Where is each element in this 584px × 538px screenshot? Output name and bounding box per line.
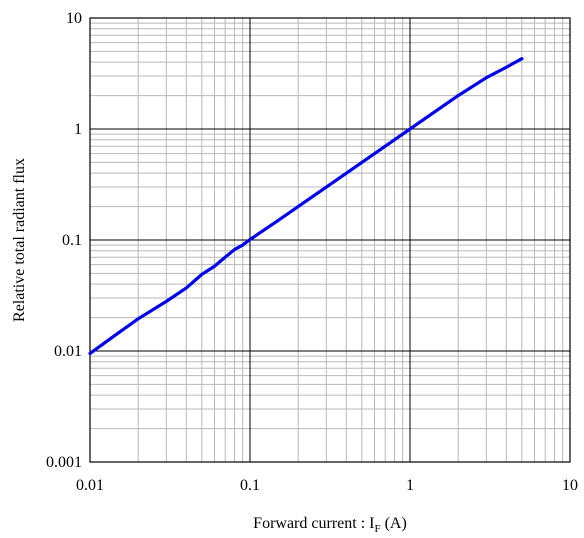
x-tick-labels: 0.01 0.1 1 10 — [76, 477, 578, 494]
plot-frame — [89, 17, 571, 463]
y-tick-label: 10 — [66, 10, 82, 27]
series-line — [88, 57, 524, 356]
y-tick-labels: 0.001 0.01 0.1 1 10 — [46, 10, 82, 471]
x-axis-title-subscript: F — [374, 523, 380, 535]
y-tick-label: 0.1 — [62, 232, 82, 249]
x-tick-label: 10 — [562, 477, 578, 494]
x-axis-title-main: Forward current : I — [253, 515, 374, 532]
x-axis-title: Forward current : IF (A) — [253, 515, 407, 535]
y-axis-title: Relative total radiant flux — [11, 158, 28, 322]
y-tick-label: 0.01 — [54, 343, 82, 360]
x-tick-label: 1 — [406, 477, 414, 494]
x-tick-label: 0.1 — [240, 477, 260, 494]
series-layer — [88, 57, 524, 356]
x-tick-label: 0.01 — [76, 477, 104, 494]
y-tick-label: 1 — [74, 121, 82, 138]
y-tick-label: 0.001 — [46, 454, 82, 471]
x-axis-title-unit: (A) — [381, 515, 407, 532]
